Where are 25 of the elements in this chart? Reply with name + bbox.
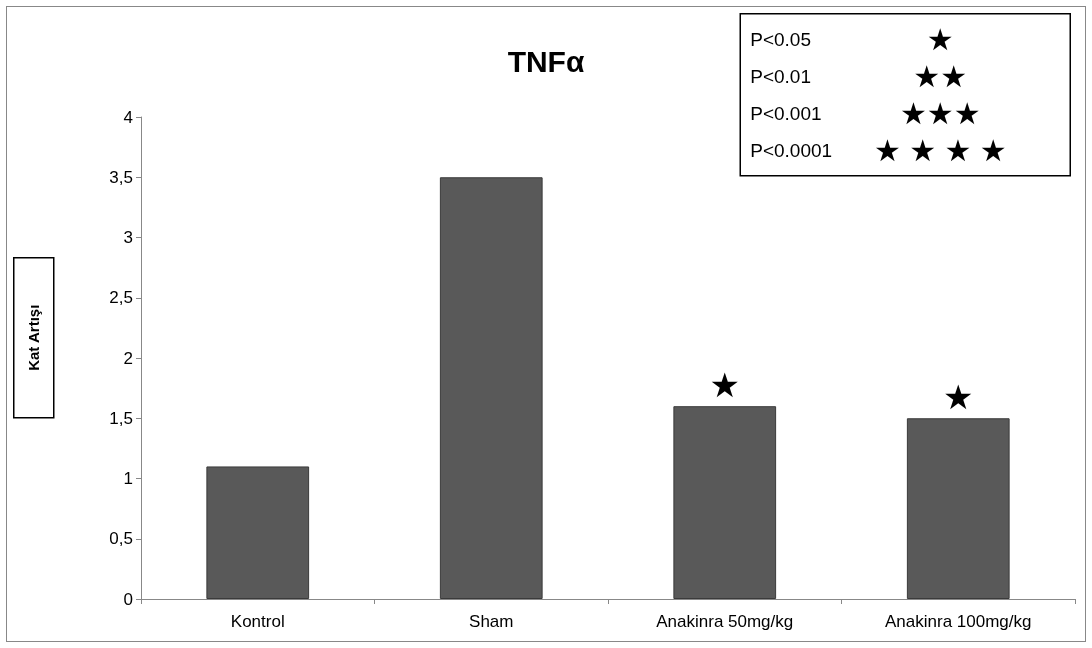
y-tick-label: 4 (123, 107, 133, 127)
y-tick-label: 3,5 (109, 167, 133, 187)
x-tick-label: Sham (469, 612, 514, 631)
y-tick-label: 3 (123, 228, 133, 247)
y-axis-title: Kat Artışı (25, 304, 43, 371)
annotation: ★ (709, 366, 740, 405)
bar (673, 406, 777, 599)
text: P<0.001 ★★★ (750, 97, 981, 131)
annotation: ★ (943, 378, 974, 417)
y-tick-label: 0,5 (109, 529, 133, 549)
x-tick-label: Anakinra 50mg/kg (656, 612, 794, 631)
bar (206, 466, 310, 599)
text: P<0.05 ★ (750, 23, 954, 57)
x-tick-label: Kontrol (230, 612, 285, 631)
y-tick-label: 1 (123, 469, 133, 488)
bar (906, 418, 1010, 599)
text: P<0.01 ★★ (750, 60, 968, 94)
x-tick-label: Anakinra 100mg/kg (885, 612, 1032, 631)
y-tick-label: 2 (123, 348, 133, 368)
y-tick-label: 0 (123, 589, 133, 609)
chart-title: TNFα (507, 44, 585, 78)
y-tick-label: 1,5 (109, 408, 133, 428)
bar (439, 177, 543, 599)
text: P<0.0001 ★ ★ ★ ★ (750, 134, 1007, 168)
y-tick-label: 2,5 (109, 288, 133, 308)
